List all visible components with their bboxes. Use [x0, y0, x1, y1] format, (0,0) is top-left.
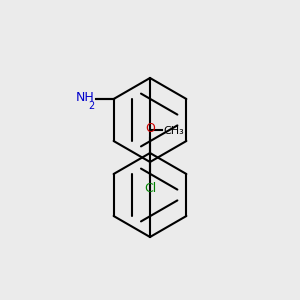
Text: O: O: [145, 122, 155, 135]
Text: 2: 2: [88, 100, 94, 111]
Text: NH: NH: [75, 91, 94, 104]
Text: CH₃: CH₃: [164, 125, 184, 136]
Text: Cl: Cl: [144, 182, 156, 194]
